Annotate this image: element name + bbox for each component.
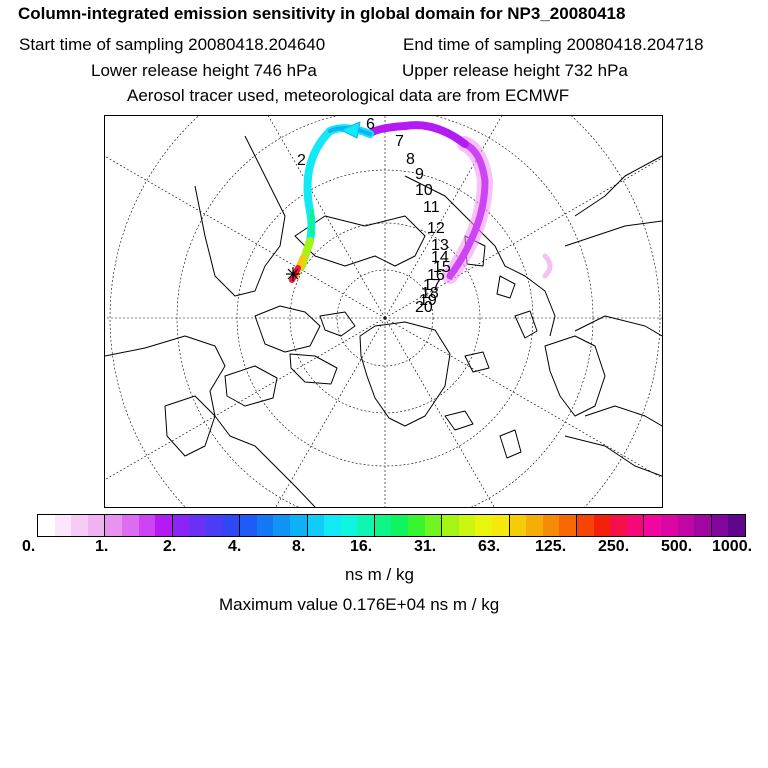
colorbar-swatch [677,515,695,536]
colorbar-tick-10: 500. [661,538,693,555]
hour-label-17: 17 [423,277,441,294]
hour-label-14: 14 [431,249,449,266]
tracer-info-label: Aerosol tracer used, meteorological data… [127,86,570,105]
colorbar-swatch [442,515,459,536]
colorbar-swatch [172,515,190,536]
hour-label-7: 7 [395,133,404,150]
colorbar-units: ns m / kg [345,565,414,584]
colorbar-swatch [121,515,139,536]
colorbar-swatch [509,515,527,536]
upper-release-label: Upper release height 732 hPa [402,61,628,80]
meridian-lines [105,116,662,507]
colorbar-tick-8: 125. [535,538,567,555]
colorbar-tick-7: 63. [478,538,501,555]
colorbar-swatch [105,515,122,536]
colorbar [37,514,746,537]
colorbar-swatch [289,515,308,536]
colorbar-swatch [694,515,712,536]
hour-label-10: 10 [415,182,433,199]
colorbar-tick-5: 16. [350,538,373,555]
hour-label-6: 6 [366,116,375,133]
release-point-star [286,267,300,281]
colorbar-swatch [54,515,72,536]
coastlines [105,135,662,507]
hour-label-9: 9 [415,166,424,183]
colorbar-tick-2: 2. [163,538,177,555]
hour-label-16: 16 [427,267,445,284]
colorbar-swatch [307,515,325,536]
hour-label-11: 11 [423,199,440,216]
colorbar-swatch [205,515,223,536]
colorbar-swatch [660,515,678,536]
colorbar-swatch [155,515,173,536]
colorbar-swatch [189,515,206,536]
hour-label-18: 18 [421,285,439,302]
colorbar-swatch [408,515,425,536]
maximum-value-label: Maximum value 0.176E+04 ns m / kg [219,595,500,614]
colorbar-swatch [38,515,55,536]
colorbar-swatch [626,515,645,536]
colorbar-swatch [542,515,560,536]
colorbar-swatch [71,515,88,536]
hour-label-13: 13 [431,237,449,254]
colorbar-tick-1: 1. [95,538,109,555]
colorbar-tick-9: 250. [598,538,630,555]
colorbar-swatch [138,515,156,536]
colorbar-tick-3: 4. [228,538,242,555]
colorbar-swatch [610,515,627,536]
colorbar-swatch [391,515,409,536]
colorbar-swatch [256,515,274,536]
colorbar-swatch [711,515,729,536]
colorbar-swatch [577,515,594,536]
colorbar-tick-4: 8. [292,538,306,555]
lower-release-label: Lower release height 746 hPa [91,61,317,80]
start-time-label: Start time of sampling 20080418.204640 [19,35,326,54]
colorbar-swatch [374,515,392,536]
latitude-circles [109,116,661,507]
hour-label-19: 19 [419,292,437,309]
hour-label-15: 15 [433,259,451,276]
colorbar-swatch [475,515,493,536]
colorbar-swatch [492,515,510,536]
colorbar-tick-0: 0. [22,538,36,555]
colorbar-swatch [424,515,443,536]
hour-label-12: 12 [427,220,445,237]
trajectory-hour-labels: 2 6 7 8 9 10 11 12 13 14 15 16 17 18 19 … [297,116,451,316]
colorbar-swatch [728,515,745,536]
plot-title: Column-integrated emission sensitivity i… [18,4,626,23]
colorbar-tick-6: 31. [414,538,437,555]
colorbar-swatch [593,515,611,536]
colorbar-swatch [240,515,257,536]
polar-map: 2 6 7 8 9 10 11 12 13 14 15 16 17 18 19 … [105,116,662,507]
hour-label-8: 8 [406,151,415,168]
map-frame: 2 6 7 8 9 10 11 12 13 14 15 16 17 18 19 … [104,115,663,508]
colorbar-swatch [526,515,543,536]
colorbar-swatch [273,515,290,536]
colorbar-swatch [340,515,358,536]
colorbar-swatch [644,515,661,536]
colorbar-swatch [458,515,476,536]
colorbar-tick-11: 1000. [712,538,753,555]
colorbar-swatch [559,515,577,536]
colorbar-swatch [357,515,375,536]
hour-label-2: 2 [297,152,306,169]
sensitivity-plume [289,121,553,284]
hour-label-20: 20 [415,299,433,316]
end-time-label: End time of sampling 20080418.204718 [403,35,704,54]
colorbar-swatch [324,515,341,536]
colorbar-swatch [222,515,241,536]
colorbar-swatch [87,515,106,536]
